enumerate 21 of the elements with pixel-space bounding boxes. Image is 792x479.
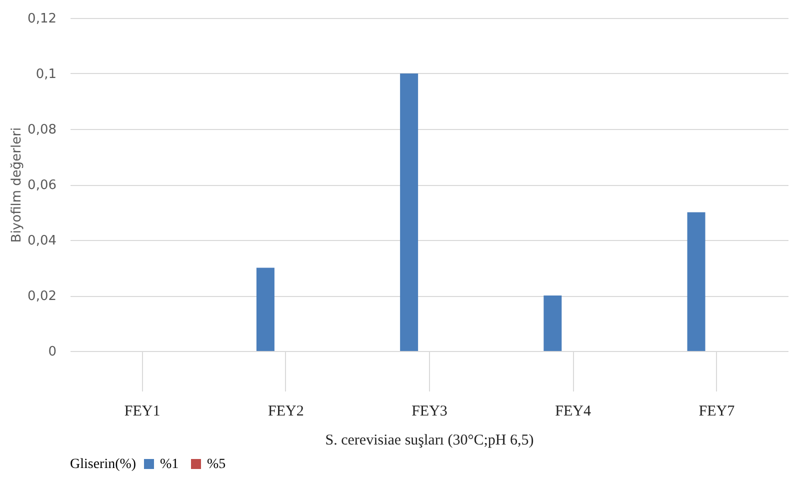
bar [256,268,274,351]
legend-title: Gliserin(%) [70,457,136,472]
legend-label: %5 [207,457,226,472]
x-tick-label: FEY3 [412,404,448,420]
x-tick-label: FEY1 [124,404,160,420]
x-tick-label: FEY4 [555,404,592,420]
bar [544,296,562,351]
y-tick-label: 0 [48,344,56,360]
y-tick-label: 0,1 [36,67,56,82]
y-axis-title: Biyofilm değerleri [10,127,25,243]
y-tick-label: 0,12 [28,12,56,26]
x-tick-label: FEY2 [268,404,304,420]
x-axis-title: S. cerevisiae suşları (30°C;pH 6,5) [325,432,534,448]
legend-label: %1 [160,457,179,472]
bar [687,212,706,351]
y-tick-label: 0,04 [28,234,56,248]
y-tick-label: 0,06 [28,178,56,193]
x-tick-label: FEY7 [698,404,736,420]
y-tick-label: 0,02 [28,289,56,304]
y-tick-label: 0,08 [28,122,56,138]
bar [400,74,418,351]
